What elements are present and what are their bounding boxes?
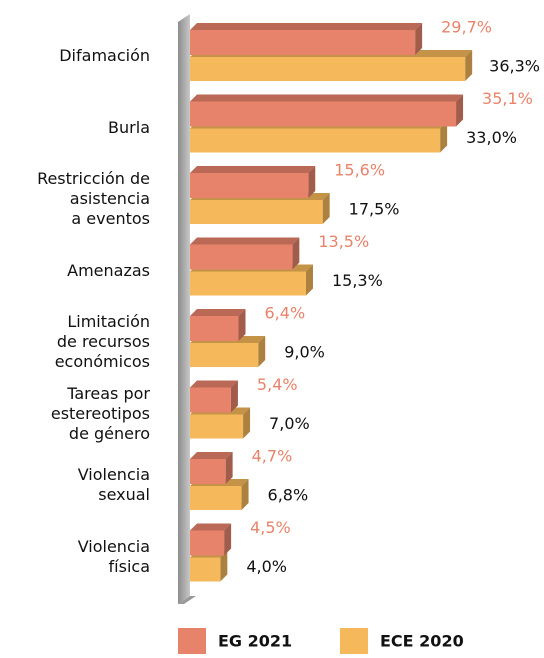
category-label: Limitación de recursos económicos	[54, 312, 150, 371]
bar-side	[220, 550, 228, 582]
bar-side	[308, 166, 316, 198]
bar-side	[440, 121, 448, 153]
category-label: Tareas por estereotipos de género	[50, 383, 150, 443]
bar-top	[190, 523, 232, 531]
value-label: 35,1%	[482, 89, 533, 108]
value-label: 33,0%	[466, 128, 517, 147]
bar	[190, 557, 221, 582]
bar-side	[456, 94, 464, 127]
value-label: 6,8%	[268, 486, 309, 505]
chart-wall	[178, 14, 190, 604]
value-label: 4,5%	[250, 518, 291, 537]
value-label: 29,7%	[441, 18, 492, 37]
bar	[190, 459, 226, 484]
category-label: Violencia física	[77, 536, 150, 576]
category-label: Restricción de asistencia a eventos	[37, 169, 150, 228]
bar	[190, 316, 239, 341]
bar	[190, 57, 466, 81]
legend-label: ECE 2020	[380, 632, 464, 651]
legend-label: EG 2021	[218, 632, 292, 651]
bar-side	[241, 479, 249, 510]
bar-side	[258, 336, 266, 367]
legend-swatch	[178, 628, 206, 654]
bar	[190, 271, 306, 296]
value-label: 36,3%	[489, 57, 540, 76]
bar-top	[190, 309, 246, 316]
category-label: Amenazas	[67, 260, 150, 280]
value-label: 7,0%	[269, 414, 310, 433]
bar-side	[224, 523, 232, 556]
bar	[190, 30, 416, 55]
bar	[190, 244, 293, 270]
bar-top	[190, 166, 316, 173]
bar-side	[415, 23, 423, 55]
value-label: 17,5%	[349, 200, 400, 219]
bar	[190, 128, 441, 153]
bar-top	[190, 452, 233, 459]
value-label: 9,0%	[284, 343, 325, 362]
bar-top	[190, 237, 300, 245]
category-label: Burla	[108, 117, 150, 137]
value-label: 5,4%	[257, 375, 298, 394]
bar	[190, 486, 242, 510]
value-label: 6,4%	[265, 304, 306, 323]
category-label: Difamación	[59, 46, 150, 65]
bar	[190, 343, 259, 367]
value-label: 15,3%	[332, 271, 383, 290]
category-label: Violencia sexual	[77, 465, 150, 504]
bar	[190, 173, 309, 198]
legend-swatch	[340, 628, 368, 654]
bar-side	[238, 309, 246, 341]
bar-side	[230, 380, 238, 413]
bar-side	[322, 193, 330, 224]
bar-side	[465, 50, 473, 81]
chart-floor	[178, 596, 196, 604]
bar	[190, 414, 244, 439]
bar	[190, 200, 323, 224]
bar-top	[190, 94, 464, 102]
value-label: 4,0%	[246, 557, 287, 576]
bar-side	[243, 407, 251, 439]
bar-top	[190, 380, 238, 388]
value-label: 13,5%	[318, 232, 369, 251]
value-label: 4,7%	[252, 447, 293, 466]
bar-side	[305, 264, 313, 296]
bar	[190, 387, 231, 413]
bar-side	[292, 237, 300, 270]
bar-top	[190, 23, 423, 30]
bar	[190, 530, 225, 556]
value-label: 15,6%	[334, 161, 385, 180]
bar-side	[225, 452, 233, 484]
bar	[190, 101, 457, 127]
